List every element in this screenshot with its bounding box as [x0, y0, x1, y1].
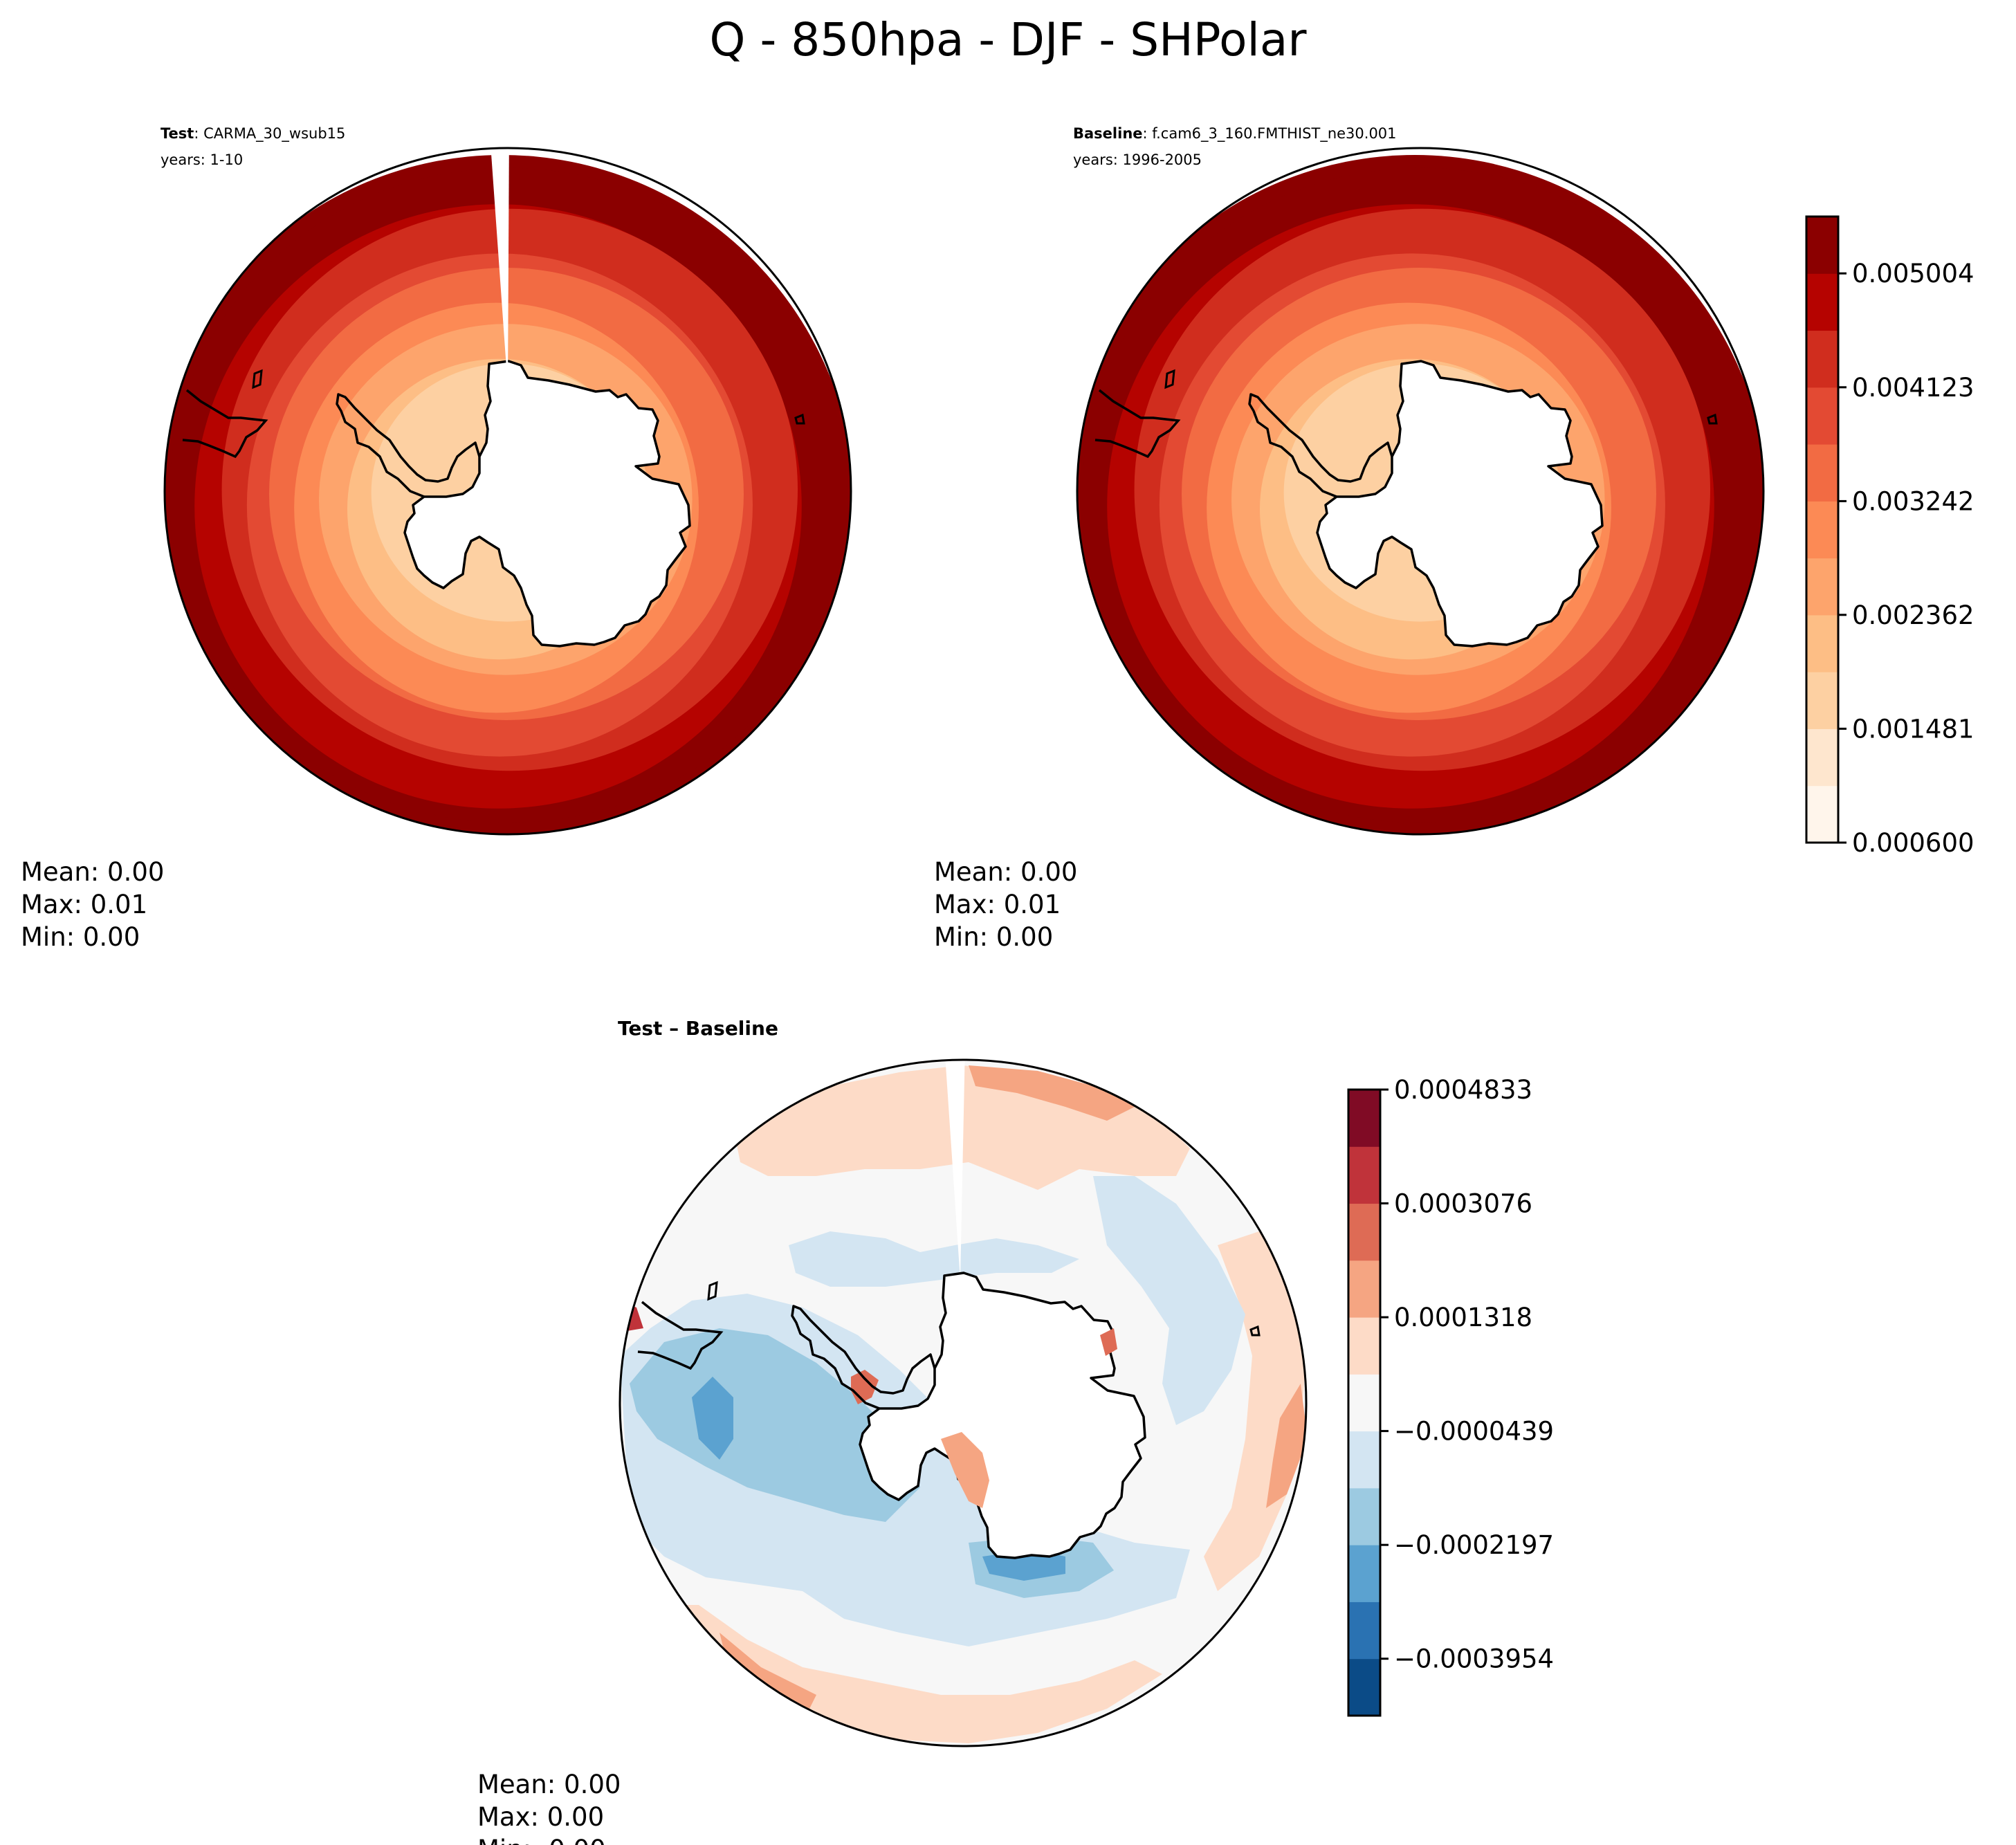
diff-positive-south [664, 1605, 1162, 1743]
coastline-s-america-test [182, 389, 268, 459]
coastline-east-island-diff [1249, 1325, 1261, 1337]
cbar-seq-tick-label-0: 0.000600 [1852, 828, 1974, 858]
cbar-div-tick-label-4: −0.0002197 [1394, 1530, 1554, 1560]
panel-baseline-title: Baseline: f.cam6_3_160.FMTHIST_ne30.001 [1073, 125, 1397, 143]
figure-title: Q - 850hpa - DJF - SHPolar [710, 13, 1308, 66]
coastal-anomaly-ross [941, 1432, 989, 1508]
cbar-seq-segment-0 [1806, 785, 1838, 843]
coastline-s-america-baseline [1094, 389, 1181, 459]
cbar-seq-tick-label-2: 0.002362 [1852, 600, 1974, 630]
map-boundary-diff [618, 1058, 1308, 1747]
panel-diff-title: Test – Baseline [618, 1017, 778, 1040]
cbar-seq-tick-label-4: 0.004123 [1852, 373, 1974, 403]
stat-mean-diff: Mean: 0.00 [477, 1770, 621, 1799]
cbar-div-segment-2 [1348, 1545, 1380, 1602]
diff-positive-north-strong [969, 1065, 1135, 1121]
coastline-island-diff [707, 1281, 718, 1301]
cbar-div-segment-6 [1348, 1317, 1380, 1375]
cbar-div-tick-label-3: −0.0000439 [1394, 1417, 1554, 1447]
coastline-peninsula-test [336, 393, 481, 498]
cbar-seq-segment-1 [1806, 728, 1838, 787]
panel-test-years: years: 1-10 [161, 152, 243, 168]
antarctica-test [403, 360, 691, 648]
stat-max-diff: Max: 0.00 [477, 1802, 604, 1832]
stat-mean-test: Mean: 0.00 [21, 857, 164, 887]
cbar-seq-tick-label-1: 0.001481 [1852, 714, 1974, 744]
cbar-div-segment-1 [1348, 1601, 1380, 1660]
cbar-seq-segment-5 [1806, 501, 1838, 559]
coastline-peninsula-baseline [1248, 393, 1393, 498]
cbar-div-segment-7 [1348, 1260, 1380, 1318]
stat-max-test: Max: 0.01 [21, 890, 147, 919]
missing-wedge-test [489, 148, 509, 387]
coastline-east-island-baseline [1707, 413, 1718, 425]
cbar-seq-segment-10 [1806, 217, 1838, 274]
cbar-div-tick-label-0: 0.0004833 [1394, 1075, 1532, 1105]
cbar-seq-frame [1805, 215, 1840, 844]
cbar-div-segment-4 [1348, 1431, 1380, 1489]
stat-min-test: Min: 0.00 [21, 922, 140, 952]
stat-min-baseline: Min: 0.00 [934, 922, 1053, 952]
cbar-div-tick-label-1: 0.0003076 [1394, 1189, 1532, 1219]
coastline-tip-baseline [1476, 855, 1501, 873]
map-boundary-baseline [1076, 147, 1765, 836]
coastline-tip-diff [1018, 1767, 1043, 1785]
cbar-seq-segment-4 [1806, 558, 1838, 616]
panel-test: Test: CARMA_30_wsub15 years: 1-10 Mean: … [21, 125, 852, 952]
missing-wedge-diff [944, 1060, 965, 1280]
panel-diff: Test – Baseline [477, 1017, 1308, 1845]
panel-test-title: Test: CARMA_30_wsub15 [161, 125, 345, 143]
coastal-anomaly-east [1100, 1328, 1117, 1356]
diff-positive-south-strong [720, 1633, 816, 1709]
diff-positive-east-strong [1266, 1384, 1306, 1508]
diff-negative-west-strong [692, 1377, 733, 1460]
cbar-div-tick-label-2: 0.0001318 [1394, 1303, 1532, 1332]
cbar-div-segment-8 [1348, 1203, 1380, 1261]
coastline-s-america-diff [637, 1301, 724, 1370]
panel-baseline-years: years: 1996-2005 [1073, 152, 1202, 168]
coastline-island-test [252, 369, 263, 389]
cbar-div-segment-0 [1348, 1658, 1380, 1716]
diff-negative-west-mid [630, 1328, 920, 1522]
cbar-seq-segment-9 [1806, 273, 1838, 331]
colorbar-diverging: 0.0004833 0.0003076 0.0001318 −0.0000439 −0.… [1347, 1075, 1554, 1717]
map-test [165, 148, 851, 873]
map-baseline [1077, 155, 1763, 873]
cbar-seq-segment-8 [1806, 330, 1838, 388]
cbar-div-tick-label-5: −0.0003954 [1394, 1644, 1554, 1674]
stat-max-baseline: Max: 0.01 [934, 890, 1061, 919]
antarctica-baseline [1316, 360, 1604, 648]
cbar-div-frame [1347, 1088, 1382, 1717]
diff-positive-east [1204, 1231, 1306, 1591]
coastline-peninsula-diff [791, 1305, 936, 1410]
cbar-seq-segment-2 [1806, 672, 1838, 729]
cbar-seq-tick-label-3: 0.003242 [1852, 486, 1974, 516]
map-diff [620, 1060, 1306, 1785]
diff-negative-northeast [1093, 1176, 1245, 1425]
stat-min-diff: Min: -0.00 [477, 1835, 606, 1845]
coastline-island-baseline [1164, 369, 1175, 389]
coastline-tip-test [563, 855, 588, 873]
cbar-seq-segment-6 [1806, 444, 1838, 502]
cbar-seq-segment-7 [1806, 387, 1838, 445]
cbar-seq-segment-3 [1806, 614, 1838, 672]
map-boundary-test [163, 147, 852, 836]
cbar-div-segment-10 [1348, 1090, 1380, 1147]
cbar-div-segment-3 [1348, 1487, 1380, 1545]
cbar-div-segment-5 [1348, 1374, 1380, 1432]
stat-mean-baseline: Mean: 0.00 [934, 857, 1077, 887]
colorbar-sequential: 0.000600 0.001481 0.002362 0.003242 0.004123… [1805, 215, 1974, 858]
cbar-div-segment-9 [1348, 1146, 1380, 1204]
cbar-seq-tick-label-5: 0.005004 [1852, 259, 1974, 288]
panel-baseline: Baseline: f.cam6_3_160.FMTHIST_ne30.001 … [934, 125, 1765, 952]
diff-negative-north-ring [789, 1231, 1079, 1287]
coastline-east-island-test [794, 413, 805, 425]
